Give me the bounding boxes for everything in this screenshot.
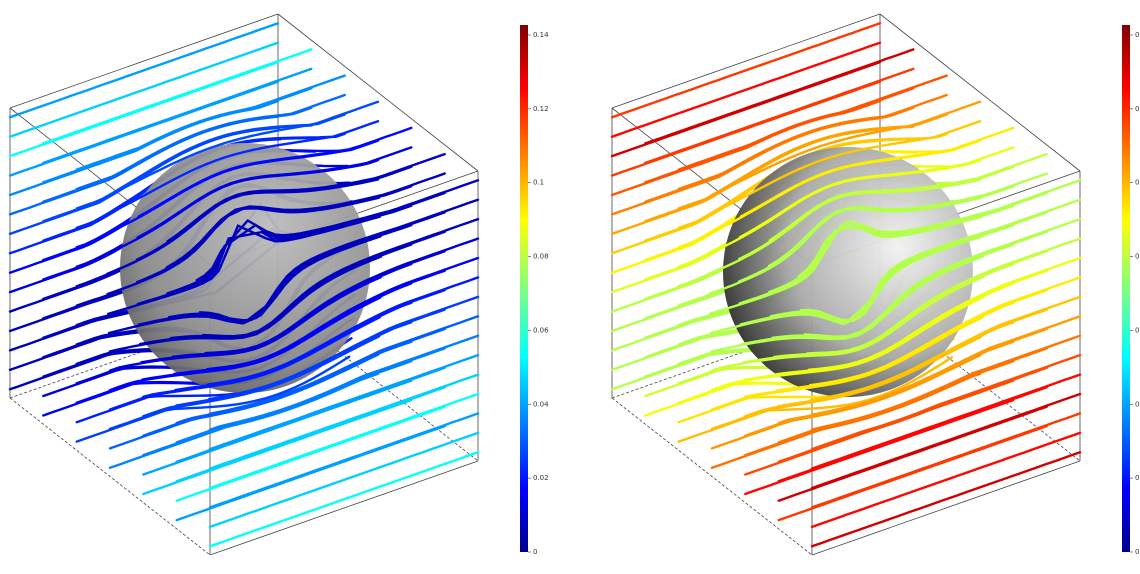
cube-edge <box>9 13 279 109</box>
streamline <box>709 119 982 216</box>
streamline <box>677 74 948 171</box>
streamline <box>166 152 446 243</box>
streamline <box>610 41 882 138</box>
cube-edge <box>611 397 813 556</box>
streamline <box>204 237 480 355</box>
colorbar-label: 0. <box>1135 105 1140 113</box>
streamline <box>75 93 346 191</box>
streamline <box>810 412 1082 509</box>
streamline <box>807 256 1082 371</box>
colorbar-label: 0. <box>1135 474 1140 482</box>
cube-edge <box>209 460 479 556</box>
streamline <box>808 276 1082 387</box>
streamline <box>107 119 380 215</box>
streamline <box>137 126 413 218</box>
streamline <box>195 179 480 282</box>
streamline <box>797 179 1082 278</box>
streamline <box>8 22 280 119</box>
streamline <box>208 315 480 415</box>
streamline <box>208 431 480 529</box>
streamline <box>810 431 1082 529</box>
streamline <box>208 334 480 431</box>
colorbar-label: 0.04 <box>533 400 549 408</box>
cube-edge <box>879 13 1081 172</box>
colorbar-label: 0. <box>1135 400 1140 408</box>
colorbar-label: 0. <box>1135 326 1140 334</box>
streamline <box>710 100 982 197</box>
streamline <box>8 41 280 138</box>
streamline <box>805 237 1082 355</box>
streamline <box>799 198 1082 324</box>
streamline <box>809 295 1082 402</box>
streamline <box>810 451 1082 548</box>
streamline <box>768 152 1048 242</box>
streamline <box>42 67 313 165</box>
cube-edge <box>611 13 881 109</box>
streamline <box>208 451 480 548</box>
streamline <box>165 172 446 269</box>
streamline <box>610 22 882 119</box>
streamline <box>206 276 480 386</box>
streamline <box>208 392 480 490</box>
colorbar-label: 0 <box>1135 548 1139 556</box>
colorbar-label: 0.08 <box>533 253 549 261</box>
streamline <box>207 295 480 401</box>
streamline <box>208 373 480 470</box>
colorbar <box>520 25 528 552</box>
colorbar-label: 0.02 <box>533 474 549 482</box>
streamline <box>201 217 480 338</box>
colorbar-label: 0.1 <box>1135 31 1140 39</box>
colorbar-label: 0.1 <box>1135 179 1140 187</box>
cube-edge <box>811 460 1081 556</box>
panel-left: 0.14 0.12 0.1 0.08 0.06 0.04 0.02 0 <box>8 13 549 556</box>
streamline <box>644 48 915 145</box>
colorbar-label: 0.1 <box>533 179 544 187</box>
streamline <box>810 334 1082 431</box>
streamline <box>198 198 480 323</box>
cube-edge <box>277 13 479 172</box>
streamline <box>803 217 1082 338</box>
colorbar-label: 0.1 <box>1135 253 1140 261</box>
streamline <box>677 93 948 191</box>
streamline <box>644 67 915 165</box>
streamline <box>810 315 1082 416</box>
streamline <box>108 100 380 197</box>
streamline <box>42 48 313 145</box>
colorbar-label: 0.06 <box>533 326 549 334</box>
colorbar <box>1122 25 1130 552</box>
streamline <box>810 392 1082 490</box>
colorbar-label: 0.14 <box>533 31 549 39</box>
streamline <box>767 172 1048 268</box>
streamline <box>810 353 1082 451</box>
streamline <box>205 256 480 371</box>
streamline <box>75 74 346 171</box>
streamline <box>208 353 480 451</box>
streamline <box>739 126 1015 218</box>
streamline <box>208 412 480 509</box>
cube-edge <box>9 397 211 556</box>
panel-right: 0.1 0. 0.1 0.1 0. 0. 0. 0 <box>610 13 1140 556</box>
sphere <box>120 143 370 393</box>
colorbar-label: 0 <box>533 548 537 556</box>
colorbar-label: 0.12 <box>533 105 549 113</box>
streamline <box>810 373 1082 470</box>
streamline <box>136 146 413 239</box>
streamline <box>738 146 1015 239</box>
